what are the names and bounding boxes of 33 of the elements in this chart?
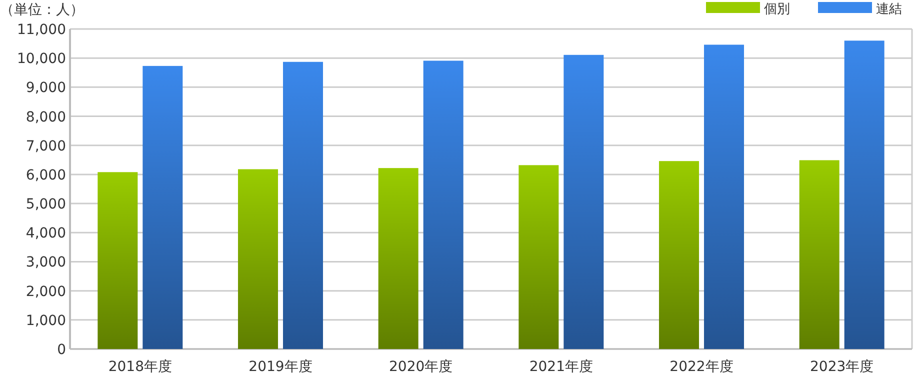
y-tick-label: 9,000 (26, 80, 66, 96)
y-tick-label: 4,000 (26, 226, 66, 242)
bar (844, 40, 884, 349)
bar (564, 54, 604, 349)
legend-label: 連結 (876, 2, 902, 17)
bar (98, 172, 138, 349)
legend-label: 個別 (764, 2, 790, 17)
bar (423, 60, 464, 349)
bar (283, 62, 323, 349)
y-tick-label: 5,000 (26, 196, 66, 213)
bar (518, 165, 559, 349)
y-tick-label: 10,000 (17, 51, 66, 68)
y-tick-label: 11,000 (17, 22, 66, 38)
bar (142, 66, 183, 349)
y-tick-label: 0 (57, 342, 66, 358)
y-axis-title: （単位：人） (0, 2, 84, 18)
bar (704, 44, 744, 349)
y-tick-label: 7,000 (26, 138, 66, 154)
y-tick-label: 2,000 (26, 284, 66, 300)
x-tick-label: 2018年度 (108, 359, 172, 374)
y-tick-label: 3,000 (26, 254, 66, 271)
bar (378, 168, 418, 349)
x-tick-label: 2021年度 (529, 359, 593, 374)
y-tick-label: 1,000 (26, 312, 66, 329)
bar (659, 161, 699, 349)
x-tick-label: 2019年度 (248, 359, 312, 374)
y-tick-label: 6,000 (26, 167, 66, 184)
x-tick-label: 2023年度 (810, 359, 874, 374)
bar (799, 160, 840, 349)
y-tick-label: 8,000 (26, 109, 66, 126)
x-tick-label: 2020年度 (389, 359, 453, 374)
bar (238, 169, 278, 349)
x-tick-label: 2022年度 (670, 359, 734, 374)
